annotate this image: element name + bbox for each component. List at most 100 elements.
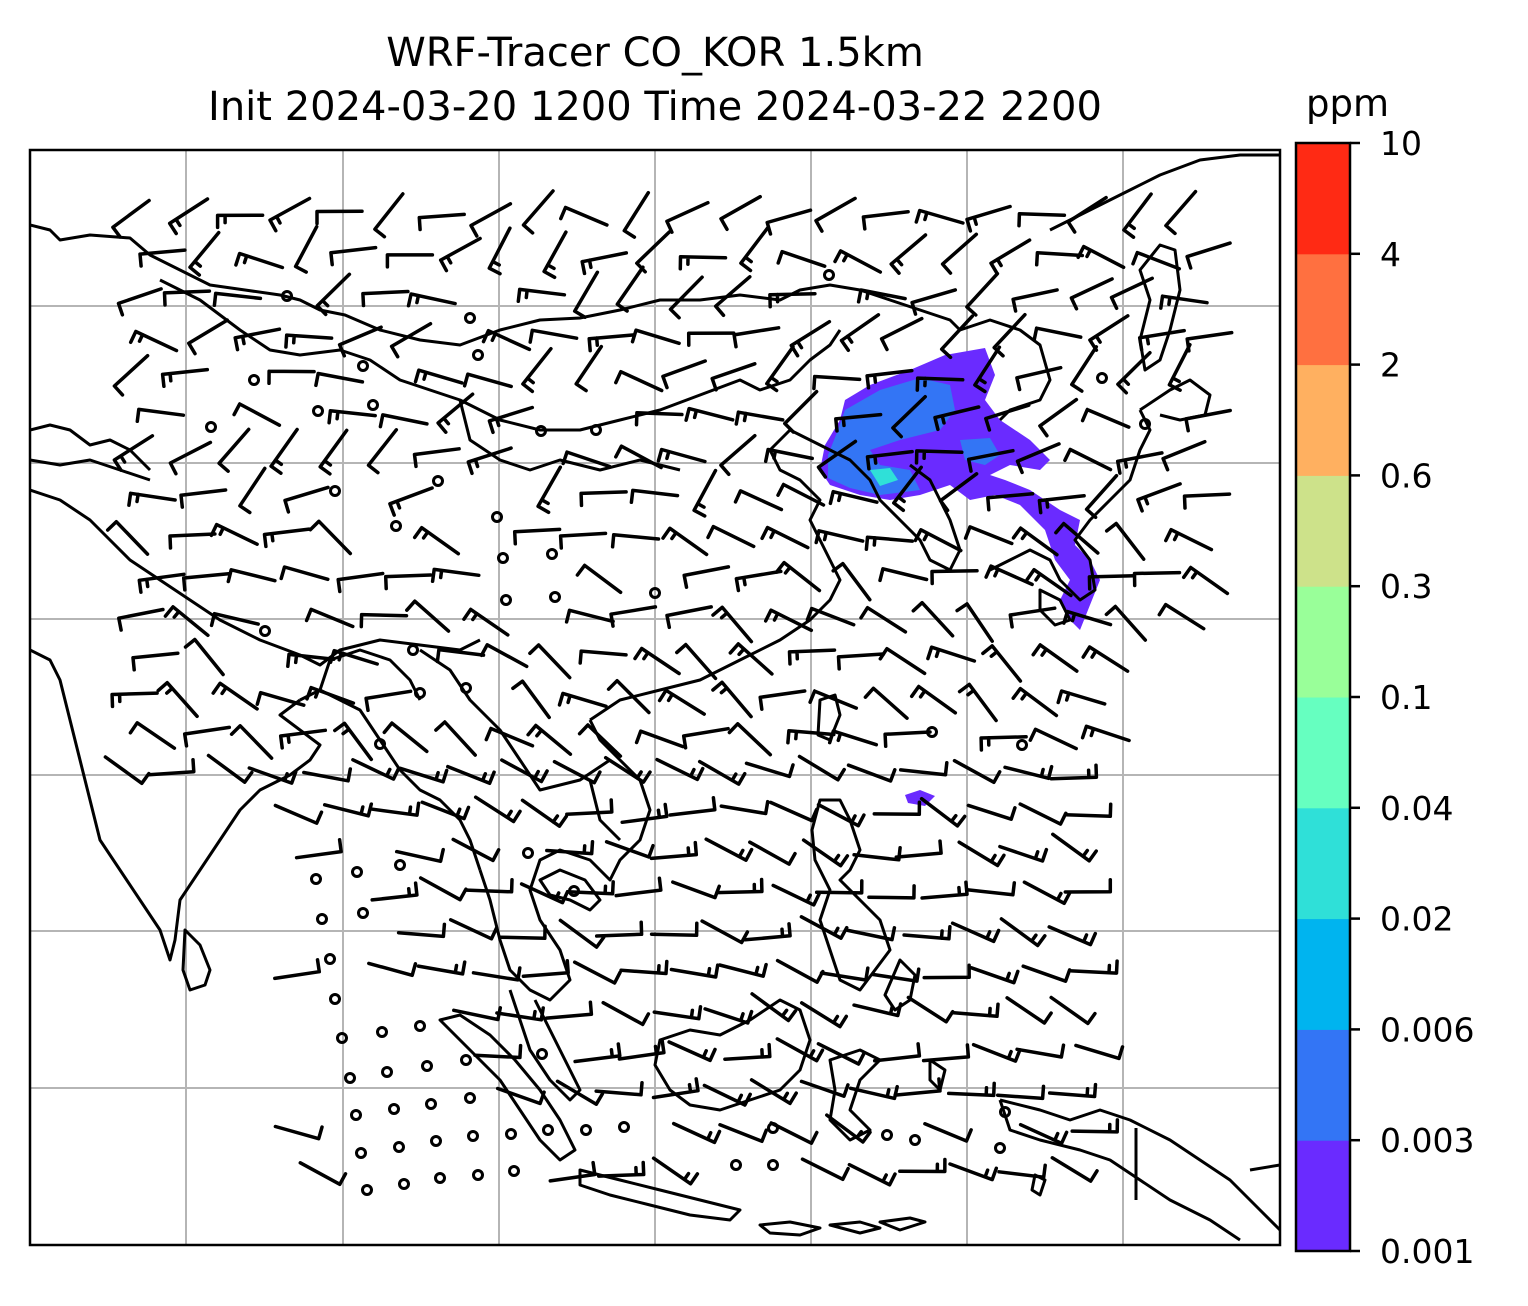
wind-barb <box>495 1086 546 1106</box>
wind-barb <box>734 410 785 426</box>
wind-barb <box>412 525 461 556</box>
wind-barb <box>181 572 231 592</box>
wind-barb <box>902 925 952 941</box>
wind-barb <box>232 402 282 427</box>
wind-barb <box>1116 350 1152 395</box>
wind-barb <box>495 1006 545 1022</box>
wind-barb <box>668 796 717 817</box>
wind-barb <box>1021 964 1072 983</box>
colorbar-tick-label: 0.006 <box>1380 1010 1474 1049</box>
wind-barb <box>859 605 908 634</box>
wind-barb <box>657 688 706 716</box>
wind-barb <box>713 275 752 318</box>
wind-barb <box>215 213 265 230</box>
wind-barb <box>1074 1043 1125 1061</box>
calm-marker <box>357 907 369 919</box>
wind-barb <box>744 761 795 779</box>
calm-marker <box>1139 418 1151 430</box>
wind-barb <box>847 1162 897 1187</box>
wind-barb <box>511 679 551 720</box>
wind-barb <box>112 353 150 397</box>
calm-marker <box>767 1122 779 1134</box>
wind-barb <box>827 729 879 747</box>
wind-barb <box>601 1000 651 1027</box>
map-border <box>28 148 1282 1247</box>
wind-barb <box>963 525 1014 546</box>
wind-barb <box>448 918 499 941</box>
wind-barb <box>938 472 979 513</box>
wind-barb <box>910 288 958 316</box>
wind-barb <box>733 489 784 512</box>
calm-marker <box>336 1032 348 1044</box>
wind-barb <box>1087 574 1137 591</box>
wind-barb <box>484 726 535 748</box>
wind-barb <box>528 643 572 680</box>
wind-barb <box>604 840 655 859</box>
wind-barb <box>914 208 965 225</box>
wind-barb <box>750 992 798 1023</box>
wind-barb <box>867 884 916 900</box>
colorbar-tick-label: 10 <box>1380 124 1422 163</box>
wind-barb <box>919 796 967 828</box>
wind-barb <box>293 224 319 274</box>
calm-marker <box>430 1135 442 1147</box>
wind-barb <box>879 316 924 352</box>
wind-barb <box>933 405 981 432</box>
wind-barb <box>233 327 282 352</box>
wind-barb <box>434 720 477 757</box>
calm-marker <box>500 594 512 606</box>
calm-marker <box>464 312 476 324</box>
wind-barb <box>1047 925 1098 947</box>
wind-barb <box>966 881 1017 897</box>
wind-barb <box>1063 878 1113 894</box>
wind-barb <box>163 605 210 638</box>
wind-barb <box>1167 342 1192 392</box>
wind-barb <box>462 372 513 389</box>
colorbar-swatch <box>1296 697 1350 809</box>
wind-barb <box>973 345 1002 394</box>
wind-barb <box>315 272 352 317</box>
wind-barb <box>135 407 186 424</box>
wind-barb <box>697 759 747 786</box>
wind-barb <box>1132 570 1182 588</box>
wind-barb <box>909 684 958 715</box>
wind-barb <box>981 644 1023 683</box>
wind-barb <box>692 468 718 518</box>
wind-barb <box>542 230 568 280</box>
wind-barb <box>946 1081 996 1098</box>
wind-barb <box>1161 439 1207 472</box>
map-title-line-1: WRF-Tracer CO_KOR 1.5km <box>386 30 924 76</box>
wind-barb <box>816 439 858 479</box>
wind-barb <box>370 801 421 817</box>
wind-barb <box>1022 880 1072 906</box>
wind-barb <box>727 722 773 757</box>
wind-barb <box>805 606 856 627</box>
wind-barb <box>1015 1043 1066 1059</box>
wind-barb <box>131 651 180 672</box>
calm-marker <box>1016 739 1028 751</box>
wind-barb <box>665 605 713 630</box>
wind-barb <box>609 605 658 628</box>
colorbar-swatch <box>1296 918 1350 1030</box>
wind-barb <box>1063 802 1113 819</box>
wind-barb <box>329 245 378 267</box>
colorbar-swatch <box>1296 364 1350 476</box>
calm-marker <box>508 1165 520 1177</box>
calm-marker <box>568 885 580 897</box>
calm-marker <box>350 1109 362 1121</box>
calm-marker <box>590 424 602 436</box>
colorbar: 0.001 0.003 0.006 0.02 0.04 0.1 0.3 0.6 2 4 10 <box>1294 124 1474 1271</box>
wind-barb <box>864 535 915 551</box>
wind-barb <box>373 192 405 239</box>
wind-barb <box>606 678 651 715</box>
wind-barb <box>711 680 753 719</box>
wind-barb <box>382 721 429 754</box>
wind-barb <box>1164 527 1214 552</box>
wind-barb <box>1066 195 1108 234</box>
wind-barb <box>894 839 943 859</box>
wind-barb <box>446 764 496 786</box>
wind-barb <box>939 314 975 360</box>
wind-barb <box>385 253 435 269</box>
wind-barb <box>883 730 932 749</box>
